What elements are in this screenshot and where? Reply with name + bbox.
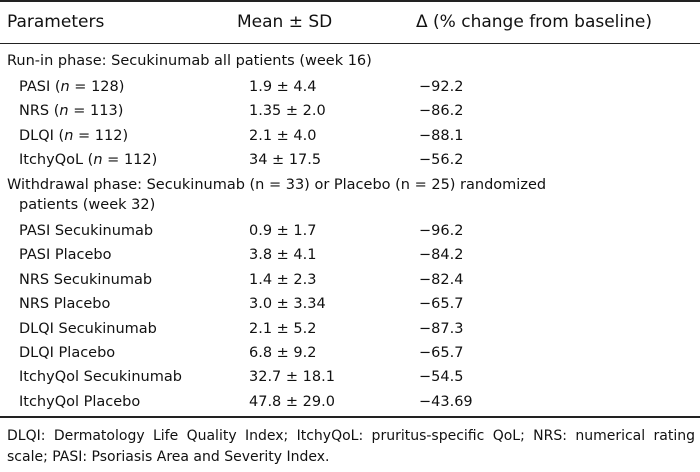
- table-row-param: NRS Secukinumab: [19, 272, 153, 288]
- table-row-mean: 1.35 ± 2.0: [249, 103, 326, 119]
- top-rule: [0, 0, 700, 2]
- table-row-delta: −65.7: [419, 345, 464, 361]
- table-row-param: PASI Secukinumab: [19, 223, 154, 239]
- table-row-mean: 3.8 ± 4.1: [249, 247, 317, 263]
- table-row-param: NRS (n = 113): [19, 103, 124, 119]
- table-row-mean: 0.9 ± 1.7: [249, 223, 317, 239]
- table-row-delta: −43.69: [419, 394, 473, 410]
- table-row-delta: −87.3: [419, 321, 464, 337]
- table-row-mean: 32.7 ± 18.1: [249, 369, 335, 385]
- table-row-delta: −86.2: [419, 103, 464, 119]
- table-row-delta: −54.5: [419, 369, 464, 385]
- header-mean-sd: Mean ± SD: [237, 12, 333, 32]
- table-row-delta: −65.7: [419, 296, 464, 312]
- section-title-run-in: Run-in phase: Secukinumab all patients (…: [7, 53, 372, 69]
- section-title-withdrawal: Withdrawal phase: Secukinumab (n = 33) o…: [7, 177, 547, 193]
- table-row-delta: −92.2: [419, 79, 464, 95]
- bottom-rule: [0, 416, 700, 418]
- table-footnote: DLQI: Dermatology Life Quality Index; It…: [7, 428, 695, 465]
- header-delta: Δ (% change from baseline): [416, 12, 652, 32]
- table-row-mean: 1.4 ± 2.3: [249, 272, 317, 288]
- table-row-delta: −82.4: [419, 272, 464, 288]
- table-row-mean: 2.1 ± 5.2: [249, 321, 317, 337]
- table-row-param: ItchyQol Placebo: [19, 394, 141, 410]
- table-row-param: ItchyQol Secukinumab: [19, 369, 182, 385]
- table-row-mean: 2.1 ± 4.0: [249, 128, 317, 144]
- table-row-mean: 34 ± 17.5: [249, 152, 322, 168]
- table-row-param: ItchyQoL (n = 112): [19, 152, 158, 168]
- section-title-withdrawal-cont: patients (week 32): [19, 197, 156, 213]
- table-row-mean: 1.9 ± 4.4: [249, 79, 317, 95]
- table-row-delta: −96.2: [419, 223, 464, 239]
- table-row-param: PASI (n = 128): [19, 79, 125, 95]
- table-row-param: PASI Placebo: [19, 247, 112, 263]
- table-row-param: NRS Placebo: [19, 296, 111, 312]
- table-row-mean: 3.0 ± 3.34: [249, 296, 326, 312]
- table-row-param: DLQI (n = 112): [19, 128, 129, 144]
- table-row-param: DLQI Secukinumab: [19, 321, 157, 337]
- header-rule: [0, 43, 700, 44]
- table-row-delta: −88.1: [419, 128, 464, 144]
- table-row-mean: 47.8 ± 29.0: [249, 394, 335, 410]
- table-row-delta: −56.2: [419, 152, 464, 168]
- table-row-delta: −84.2: [419, 247, 464, 263]
- header-parameters: Parameters: [7, 12, 105, 32]
- table-row-param: DLQI Placebo: [19, 345, 116, 361]
- table-row-mean: 6.8 ± 9.2: [249, 345, 317, 361]
